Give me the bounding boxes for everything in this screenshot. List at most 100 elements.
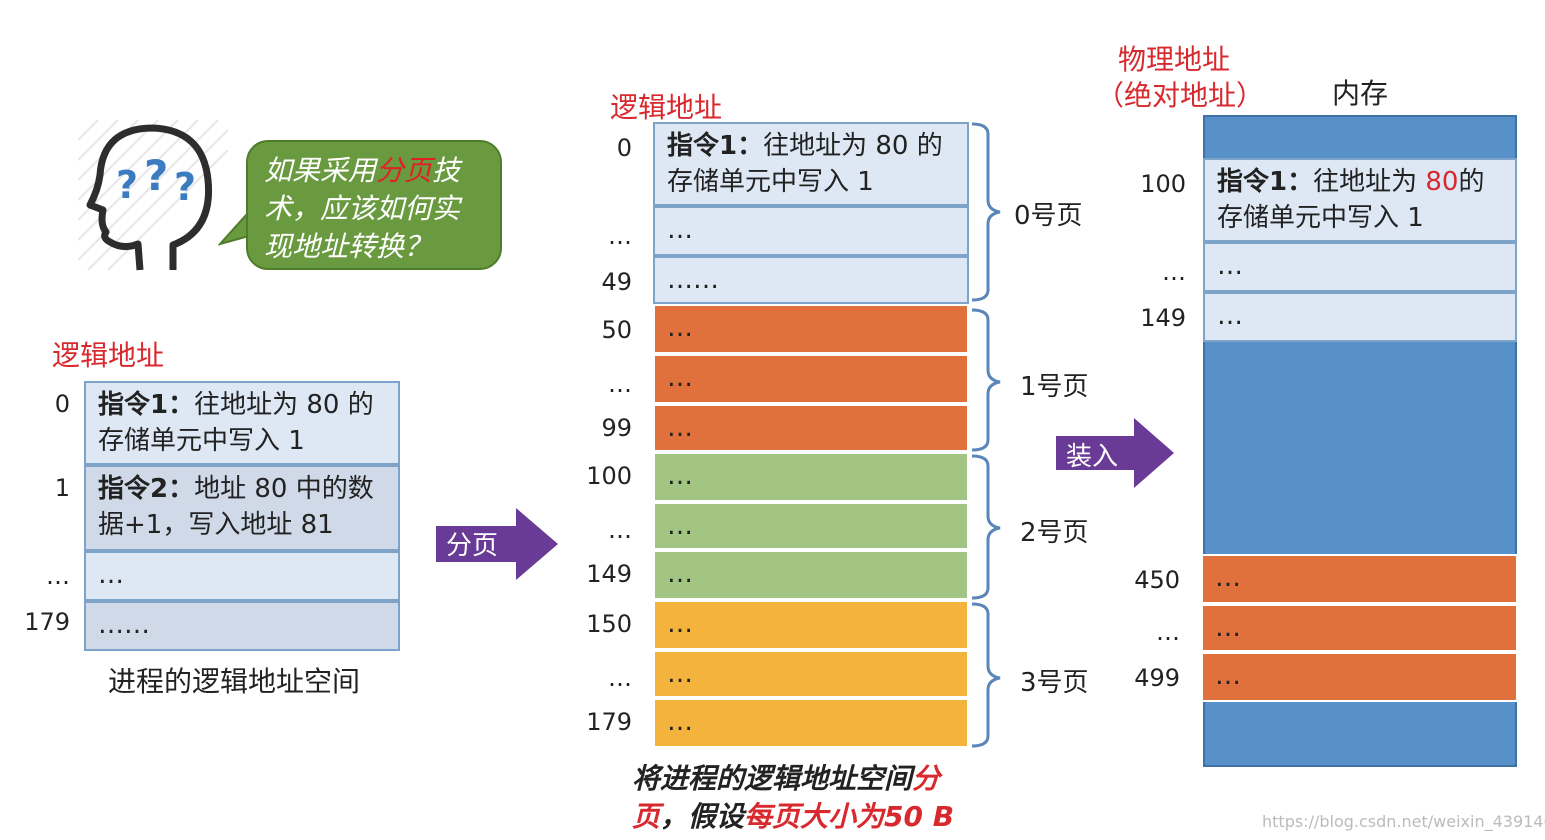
left-cell-0: 指令1：往地址为 80 的存储单元中写入 1: [84, 381, 400, 465]
right-cell-5: …: [1201, 652, 1518, 702]
mid-cell-8-text: …: [667, 559, 693, 589]
load-arrow-icon: [1056, 418, 1174, 488]
mid-cell-6-text: …: [667, 461, 693, 491]
mid-cell-8: …: [653, 550, 969, 600]
middle-caption-red2: 每页大小为50 B: [744, 800, 955, 833]
bubble-prefix: 如果采用: [264, 154, 377, 187]
load-arrow-label: 装入: [1066, 442, 1119, 472]
left-cell-2-text: …: [98, 560, 124, 590]
middle-caption: 将进程的逻辑地址空间分页，假设每页大小为50 B: [632, 760, 972, 836]
left-addr-2: …: [46, 562, 70, 590]
mid-addr-8: 149: [586, 560, 632, 588]
mid-cell-4-text: …: [667, 363, 693, 393]
right-addr-5: 499: [1134, 664, 1180, 692]
right-addr-3: 450: [1134, 566, 1180, 594]
left-cell-2: …: [84, 551, 400, 601]
left-cell-1: 指令2：地址 80 中的数据+1，写入地址 81: [84, 465, 400, 551]
mid-addr-4: …: [608, 370, 632, 398]
page-2-label: 2号页: [1020, 518, 1089, 548]
page-0-label: 0号页: [1014, 201, 1083, 231]
memory-label: 内存: [1332, 77, 1389, 110]
middle-title: 逻辑地址: [610, 91, 723, 124]
left-cell-0-text: 往地址为 80 的存储单元中写入 1: [98, 390, 374, 456]
watermark: https://blog.csdn.net/weixin_43914604: [1262, 812, 1545, 831]
right-cell-3-text: …: [1215, 563, 1241, 593]
svg-text:?: ?: [116, 163, 138, 207]
left-cell-1-bold: 指令2：: [98, 474, 195, 504]
right-addr-4: …: [1156, 618, 1180, 646]
right-addr-0: 100: [1140, 170, 1186, 198]
mid-cell-1: …: [653, 206, 969, 256]
left-addr-3: 179: [24, 608, 70, 636]
right-cell-0-text1: 往地址为: [1313, 167, 1426, 197]
svg-text:?: ?: [174, 165, 196, 209]
mid-cell-11-text: …: [667, 707, 693, 737]
mid-addr-9: 150: [586, 610, 632, 638]
left-addr-0: 0: [54, 390, 70, 418]
svg-text:?: ?: [144, 151, 168, 200]
right-cell-0: 指令1：往地址为 80的存储单元中写入 1: [1203, 158, 1517, 242]
speech-bubble: 如果采用分页技术，应该如何实现地址转换？: [246, 140, 502, 270]
mid-addr-6: 100: [586, 462, 632, 490]
mid-cell-0-text: 往地址为 80 的存储单元中写入 1: [667, 131, 943, 197]
mid-cell-5: …: [653, 404, 969, 452]
left-cell-1-text: 地址 80 中的数据+1，写入地址 81: [98, 474, 374, 540]
middle-caption-part1: 将进程的逻辑地址空间: [632, 762, 913, 795]
mid-cell-0-bold: 指令1：: [667, 131, 764, 161]
page-3-label: 3号页: [1020, 668, 1089, 698]
middle-caption-part2: ，假设: [660, 800, 745, 833]
right-cell-0-red: 80: [1425, 167, 1459, 197]
mid-cell-11: …: [653, 698, 969, 748]
mid-cell-10: …: [653, 650, 969, 698]
page-braces: [971, 122, 1001, 748]
left-addr-1: 1: [54, 474, 70, 502]
mid-cell-4: …: [653, 354, 969, 404]
left-caption: 进程的逻辑地址空间: [108, 665, 361, 698]
mid-cell-0: 指令1：往地址为 80 的存储单元中写入 1: [653, 122, 969, 206]
left-cell-3: ……: [84, 601, 400, 651]
mid-cell-7: …: [653, 502, 969, 550]
right-cell-0-bold: 指令1：: [1217, 167, 1314, 197]
mid-cell-9-text: …: [667, 609, 693, 639]
bubble-suffix: 技术，应该如何实现地址转换？: [264, 154, 461, 263]
right-cell-5-text: …: [1215, 661, 1241, 691]
mid-addr-11: 179: [586, 708, 632, 736]
paging-arrow-label: 分页: [446, 531, 499, 561]
mid-addr-3: 50: [601, 316, 632, 344]
right-cell-2: …: [1203, 292, 1517, 342]
middle-caption-red1: 分页: [632, 762, 941, 833]
bubble-highlight: 分页: [376, 154, 433, 187]
right-cell-1-text: …: [1217, 251, 1243, 281]
right-addr-1: …: [1162, 258, 1186, 286]
right-cell-2-text: …: [1217, 301, 1243, 331]
mid-cell-3-text: …: [667, 313, 693, 343]
mid-cell-5-text: …: [667, 413, 693, 443]
right-cell-4: …: [1201, 604, 1518, 652]
page-1-label: 1号页: [1020, 372, 1089, 402]
thinking-head-icon: ? ? ?: [78, 120, 228, 271]
mid-cell-2: ……: [653, 256, 969, 304]
mid-addr-10: …: [608, 664, 632, 692]
right-cell-3: …: [1201, 554, 1518, 604]
mid-cell-9: …: [653, 600, 969, 650]
mid-addr-5: 99: [601, 414, 632, 442]
paging-arrow-icon: [436, 508, 558, 580]
right-cell-0-text2: 的存储单元中写入 1: [1217, 167, 1485, 233]
right-cell-4-text: …: [1215, 613, 1241, 643]
left-title: 逻辑地址: [52, 339, 165, 372]
left-cell-0-bold: 指令1：: [98, 390, 195, 420]
mid-addr-2: 49: [601, 268, 632, 296]
mid-cell-6: …: [653, 452, 969, 502]
mid-cell-7-text: …: [667, 511, 693, 541]
mid-cell-10-text: …: [667, 659, 693, 689]
mid-addr-1: …: [608, 222, 632, 250]
left-cell-3-text: ……: [98, 610, 150, 640]
mid-cell-3: …: [653, 304, 969, 354]
mid-addr-7: …: [608, 516, 632, 544]
right-addr-2: 149: [1140, 304, 1186, 332]
mid-cell-2-text: ……: [667, 265, 719, 295]
right-title-line2: （绝对地址）: [1096, 79, 1265, 112]
mid-cell-1-text: …: [667, 215, 693, 245]
right-cell-1: …: [1203, 242, 1517, 292]
right-title-line1: 物理地址: [1118, 43, 1231, 76]
